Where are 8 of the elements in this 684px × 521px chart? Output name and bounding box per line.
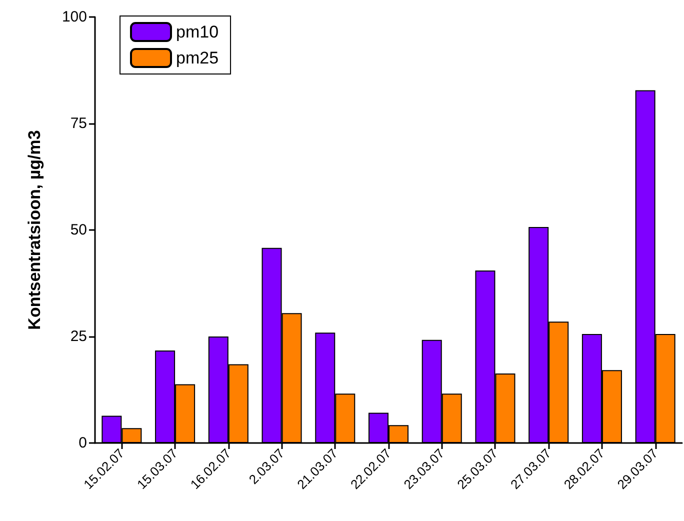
- y-tick-label: 25: [70, 328, 87, 345]
- y-axis-title: Kontsentratsioon, µg/m3: [25, 130, 44, 330]
- y-tick-label: 75: [70, 115, 87, 132]
- legend-label: pm10: [176, 22, 219, 42]
- legend-label: pm25: [176, 48, 219, 68]
- y-tick-label: 100: [62, 8, 87, 26]
- y-tick-label: 50: [70, 222, 87, 238]
- y-tick-label: 0: [78, 434, 87, 452]
